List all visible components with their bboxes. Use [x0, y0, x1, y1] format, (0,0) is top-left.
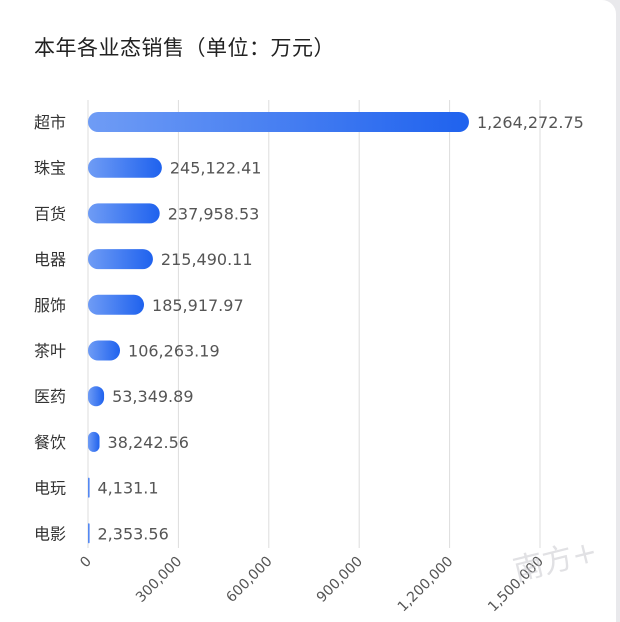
- chart-title: 本年各业态销售（单位：万元）: [34, 36, 335, 60]
- value-label: 185,917.97: [152, 296, 244, 315]
- x-tick-label: 0: [77, 554, 95, 572]
- category-label: 百货: [34, 204, 66, 223]
- value-label: 4,131.1: [98, 479, 159, 498]
- category-label: 餐饮: [34, 433, 66, 452]
- bar: [88, 523, 90, 544]
- x-tick-label: 1,200,000: [395, 554, 457, 616]
- category-label: 珠宝: [34, 159, 66, 178]
- bar: [88, 431, 100, 452]
- labels: 0 300,000 600,000 900,000 1,200,000 1,500,000…: [34, 113, 584, 615]
- bar: [88, 157, 162, 178]
- category-label: 超市: [34, 113, 66, 132]
- value-label: 215,490.11: [161, 250, 253, 269]
- category-label: 电器: [34, 250, 66, 269]
- x-tick-label: 600,000: [223, 554, 275, 606]
- category-label: 茶叶: [34, 342, 66, 361]
- bar: [88, 203, 160, 224]
- value-label: 53,349.89: [112, 387, 193, 406]
- category-label: 医药: [34, 387, 66, 406]
- value-label: 1,264,272.75: [477, 113, 584, 132]
- category-label: 电影: [34, 524, 66, 543]
- value-label: 245,122.41: [170, 159, 262, 178]
- bar: [88, 386, 105, 407]
- value-label: 38,242.56: [108, 433, 189, 452]
- bar: [88, 294, 145, 315]
- bar: [88, 249, 153, 270]
- value-label: 2,353.56: [98, 524, 169, 543]
- x-tick-label: 900,000: [314, 554, 366, 606]
- category-label: 服饰: [34, 296, 66, 315]
- bar: [88, 340, 121, 361]
- bars: [88, 112, 469, 544]
- value-label: 106,263.19: [128, 342, 220, 361]
- bar: [88, 112, 469, 132]
- x-tick-label: 300,000: [133, 554, 185, 606]
- bar: [88, 477, 90, 498]
- value-label: 237,958.53: [168, 204, 260, 223]
- grid-lines: [87, 100, 541, 548]
- category-label: 电玩: [34, 479, 66, 498]
